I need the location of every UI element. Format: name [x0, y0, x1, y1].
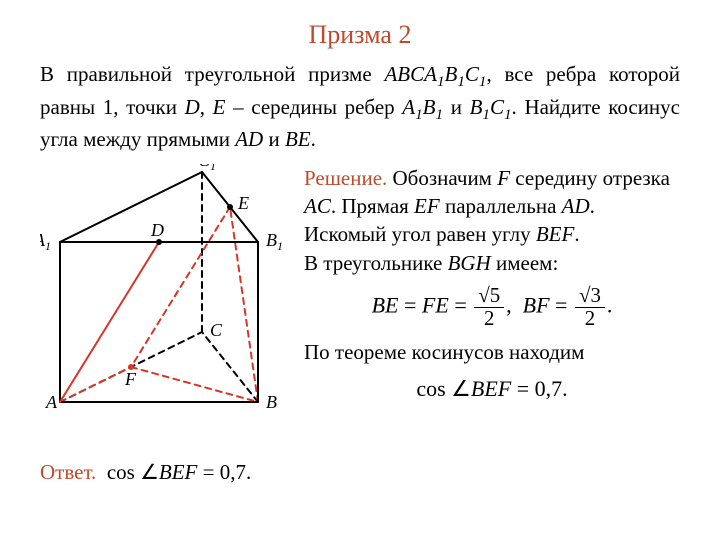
formula-lengths: BE = FE = √52, BF = √32.: [304, 285, 680, 330]
angle-symbol: ∠: [451, 376, 471, 401]
sym: BEF: [159, 460, 197, 484]
page-title: Призма 2: [40, 20, 680, 50]
answer-row: Ответ. cos ∠BEF = 0,7.: [40, 460, 680, 485]
sym: A: [402, 95, 415, 119]
formula-cos: cos ∠BEF = 0,7.: [304, 374, 680, 404]
sym: ABCA: [384, 62, 437, 86]
sub: 1: [504, 107, 512, 123]
t: и: [443, 95, 470, 119]
n: 5: [490, 283, 500, 307]
svg-text:F: F: [124, 369, 137, 389]
t: , все ребра: [486, 62, 596, 86]
sym: AD: [562, 194, 590, 218]
sym: B: [445, 62, 458, 86]
problem-text: В правильной треугольной призме ABCA1B1C…: [40, 60, 680, 154]
svg-text:A: A: [45, 392, 58, 412]
sym: AC: [304, 194, 331, 218]
eq: =: [550, 292, 573, 317]
sub: 1: [415, 107, 423, 123]
sym: EF: [414, 194, 440, 218]
svg-text:B1: B1: [266, 230, 283, 253]
t: .: [311, 127, 316, 151]
t: параллельна: [440, 194, 557, 218]
t: и: [263, 127, 285, 151]
svg-text:E: E: [237, 193, 249, 213]
t: отрезка: [603, 166, 670, 190]
t: ,: [200, 95, 213, 119]
sym: BEF: [471, 376, 511, 401]
t: В треугольнике: [304, 251, 448, 275]
sub: 1: [457, 74, 465, 90]
val: = 0,7.: [511, 376, 567, 401]
solution-text: Решение. Обозначим F середину отрезка AC…: [290, 164, 680, 412]
sym: FE: [422, 292, 449, 317]
sym: B: [470, 95, 483, 119]
t: .: [574, 222, 579, 246]
t: .: [512, 95, 517, 119]
svg-text:A1: A1: [40, 230, 51, 253]
sub: 1: [437, 74, 445, 90]
angle-symbol: ∠: [140, 460, 159, 484]
page-root: { "title": "Призма 2", "colors": { "acce…: [0, 0, 720, 540]
t: имеем:: [491, 251, 559, 275]
t: В правильной треугольной призме: [40, 62, 384, 86]
sym: BEF: [536, 222, 574, 246]
sym: D: [185, 95, 200, 119]
sym: BF: [523, 292, 550, 317]
prism-figure: ABCA1B1C1DEF: [40, 164, 290, 424]
val: = 0,7.: [197, 460, 251, 484]
t: . Прямая: [331, 194, 414, 218]
sym: F: [497, 166, 510, 190]
eq: =: [399, 292, 422, 317]
sym: C: [490, 95, 504, 119]
t: середину: [510, 166, 597, 190]
d: 2: [575, 308, 605, 330]
sym: BGH: [448, 251, 491, 275]
sym: BE: [285, 127, 311, 151]
d: 2: [474, 308, 504, 330]
eq: =: [449, 292, 472, 317]
svg-text:D: D: [150, 220, 164, 240]
sym: E: [213, 95, 226, 119]
sub: 1: [436, 107, 444, 123]
sym: C: [465, 62, 479, 86]
content-row: ABCA1B1C1DEF Решение. Обозначим F середи…: [40, 164, 680, 424]
sym: BE: [372, 292, 399, 317]
sym: AD: [235, 127, 263, 151]
t: По теореме косинусов находим: [304, 340, 584, 364]
cos: cos: [416, 376, 445, 401]
sub: 1: [482, 107, 490, 123]
t: Обозначим: [387, 166, 497, 190]
svg-text:B: B: [266, 392, 277, 412]
svg-text:C: C: [210, 320, 223, 340]
prism-svg: ABCA1B1C1DEF: [40, 164, 290, 424]
frac2: √32: [575, 285, 605, 330]
n: 3: [590, 283, 600, 307]
sym: B: [423, 95, 436, 119]
cos: cos: [107, 460, 135, 484]
t: – середины ребер: [225, 95, 402, 119]
frac1: √52: [474, 285, 504, 330]
solution-label: Решение.: [304, 166, 387, 190]
answer-label: Ответ.: [40, 460, 96, 484]
